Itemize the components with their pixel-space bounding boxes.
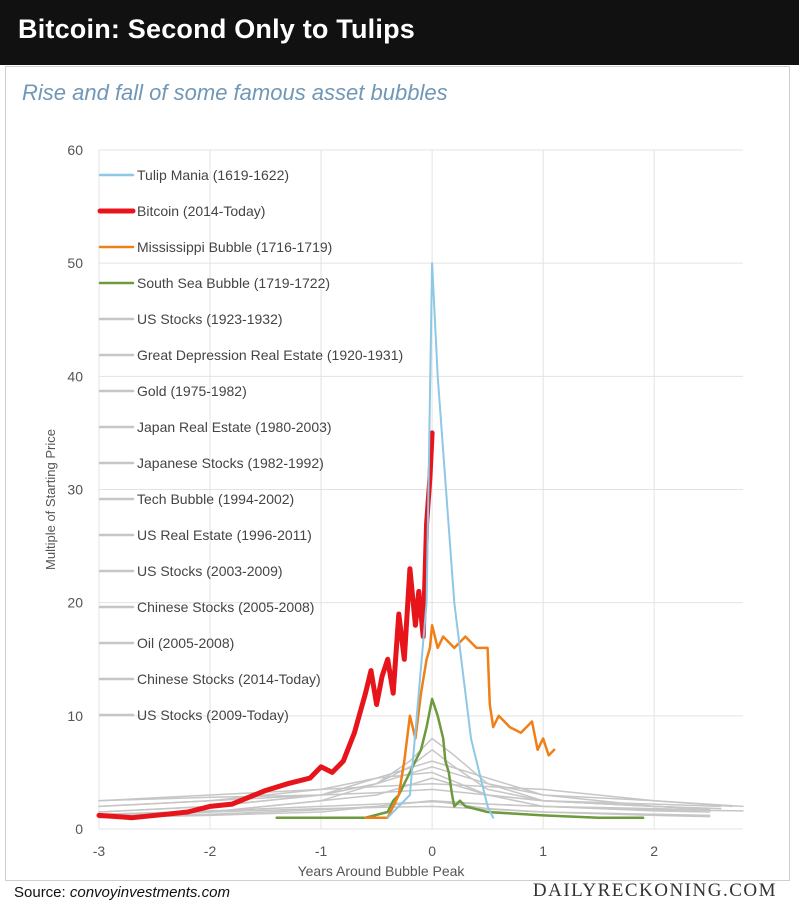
- legend-label: Japan Real Estate (1980-2003): [137, 419, 332, 435]
- source-label: Source:: [14, 884, 66, 901]
- legend-item: Oil (2005-2008): [98, 635, 234, 651]
- legend-item: Bitcoin (2014-Today): [97, 203, 265, 219]
- header-bar: Bitcoin: Second Only to Tulips: [0, 0, 799, 65]
- legend-label: Japanese Stocks (1982-1992): [137, 455, 324, 471]
- series-line: [98, 805, 711, 818]
- y-tick-label: 10: [67, 708, 83, 724]
- chart-legend: Tulip Mania (1619-1622) Bitcoin (2014-Tod…: [97, 167, 403, 723]
- legend-label: US Stocks (2003-2009): [137, 563, 283, 579]
- legend-label: Chinese Stocks (2005-2008): [137, 599, 314, 615]
- legend-label: Gold (1975-1982): [137, 383, 247, 399]
- legend-item: Gold (1975-1982): [98, 383, 247, 399]
- y-tick-label: 20: [67, 595, 83, 611]
- series-line: [98, 801, 744, 816]
- x-tick-label: 0: [428, 843, 436, 859]
- legend-item: Chinese Stocks (2014-Today): [98, 671, 321, 687]
- legend-item: South Sea Bubble (1719-1722): [98, 275, 330, 291]
- legend-item: US Stocks (1923-1932): [98, 311, 283, 327]
- series-line: [98, 737, 733, 813]
- page-title: Bitcoin: Second Only to Tulips: [18, 14, 415, 44]
- series-lines: [96, 262, 744, 821]
- x-tick-label: 1: [539, 843, 547, 859]
- legend-label: US Real Estate (1996-2011): [137, 527, 312, 543]
- x-tick-label: -3: [93, 843, 106, 859]
- legend-label: Chinese Stocks (2014-Today): [137, 671, 321, 687]
- legend-label: Oil (2005-2008): [137, 635, 234, 651]
- legend-item: Japan Real Estate (1980-2003): [98, 419, 332, 435]
- legend-label: Great Depression Real Estate (1920-1931): [137, 347, 403, 363]
- legend-item: US Stocks (2003-2009): [98, 563, 283, 579]
- brand-logo-text: DAILYRECKONING.COM: [532, 880, 777, 901]
- legend-label: US Stocks (1923-1932): [137, 311, 283, 327]
- legend-item: Tech Bubble (1994-2002): [98, 491, 294, 507]
- y-tick-label: 60: [67, 142, 83, 158]
- legend-item: Great Depression Real Estate (1920-1931): [98, 347, 403, 363]
- y-tick-label: 30: [67, 482, 83, 498]
- source-note: Source: convoyinvestments.com: [14, 884, 230, 901]
- legend-label: South Sea Bubble (1719-1722): [137, 275, 330, 291]
- source-value: convoyinvestments.com: [69, 884, 230, 901]
- x-axis-title: Years Around Bubble Peak: [298, 863, 466, 879]
- y-axis-title: Multiple of Starting Price: [43, 429, 58, 570]
- legend-item: Mississippi Bubble (1716-1719): [98, 239, 332, 255]
- legend-item: Tulip Mania (1619-1622): [98, 167, 289, 183]
- series-line: [96, 430, 435, 821]
- legend-label: US Stocks (2009-Today): [137, 707, 289, 723]
- x-tick-label: 2: [650, 843, 658, 859]
- series-line: [98, 771, 711, 813]
- legend-label: Mississippi Bubble (1716-1719): [137, 239, 332, 255]
- y-tick-label: 0: [75, 821, 83, 837]
- legend-label: Tulip Mania (1619-1622): [137, 167, 289, 183]
- series-line: [386, 262, 495, 819]
- x-tick-label: -1: [315, 843, 328, 859]
- legend-label: Bitcoin (2014-Today): [137, 203, 265, 219]
- y-tick-label: 50: [67, 255, 83, 271]
- chart-subtitle: Rise and fall of some famous asset bubbl…: [22, 80, 448, 105]
- series-line: [98, 766, 711, 813]
- x-tick-label: -2: [204, 843, 217, 859]
- legend-label: Tech Bubble (1994-2002): [137, 491, 294, 507]
- legend-item: Chinese Stocks (2005-2008): [98, 599, 314, 615]
- legend-item: US Real Estate (1996-2011): [98, 527, 312, 543]
- legend-item: Japanese Stocks (1982-1992): [98, 455, 324, 471]
- y-tick-label: 40: [67, 368, 83, 384]
- legend-item: US Stocks (2009-Today): [98, 707, 289, 723]
